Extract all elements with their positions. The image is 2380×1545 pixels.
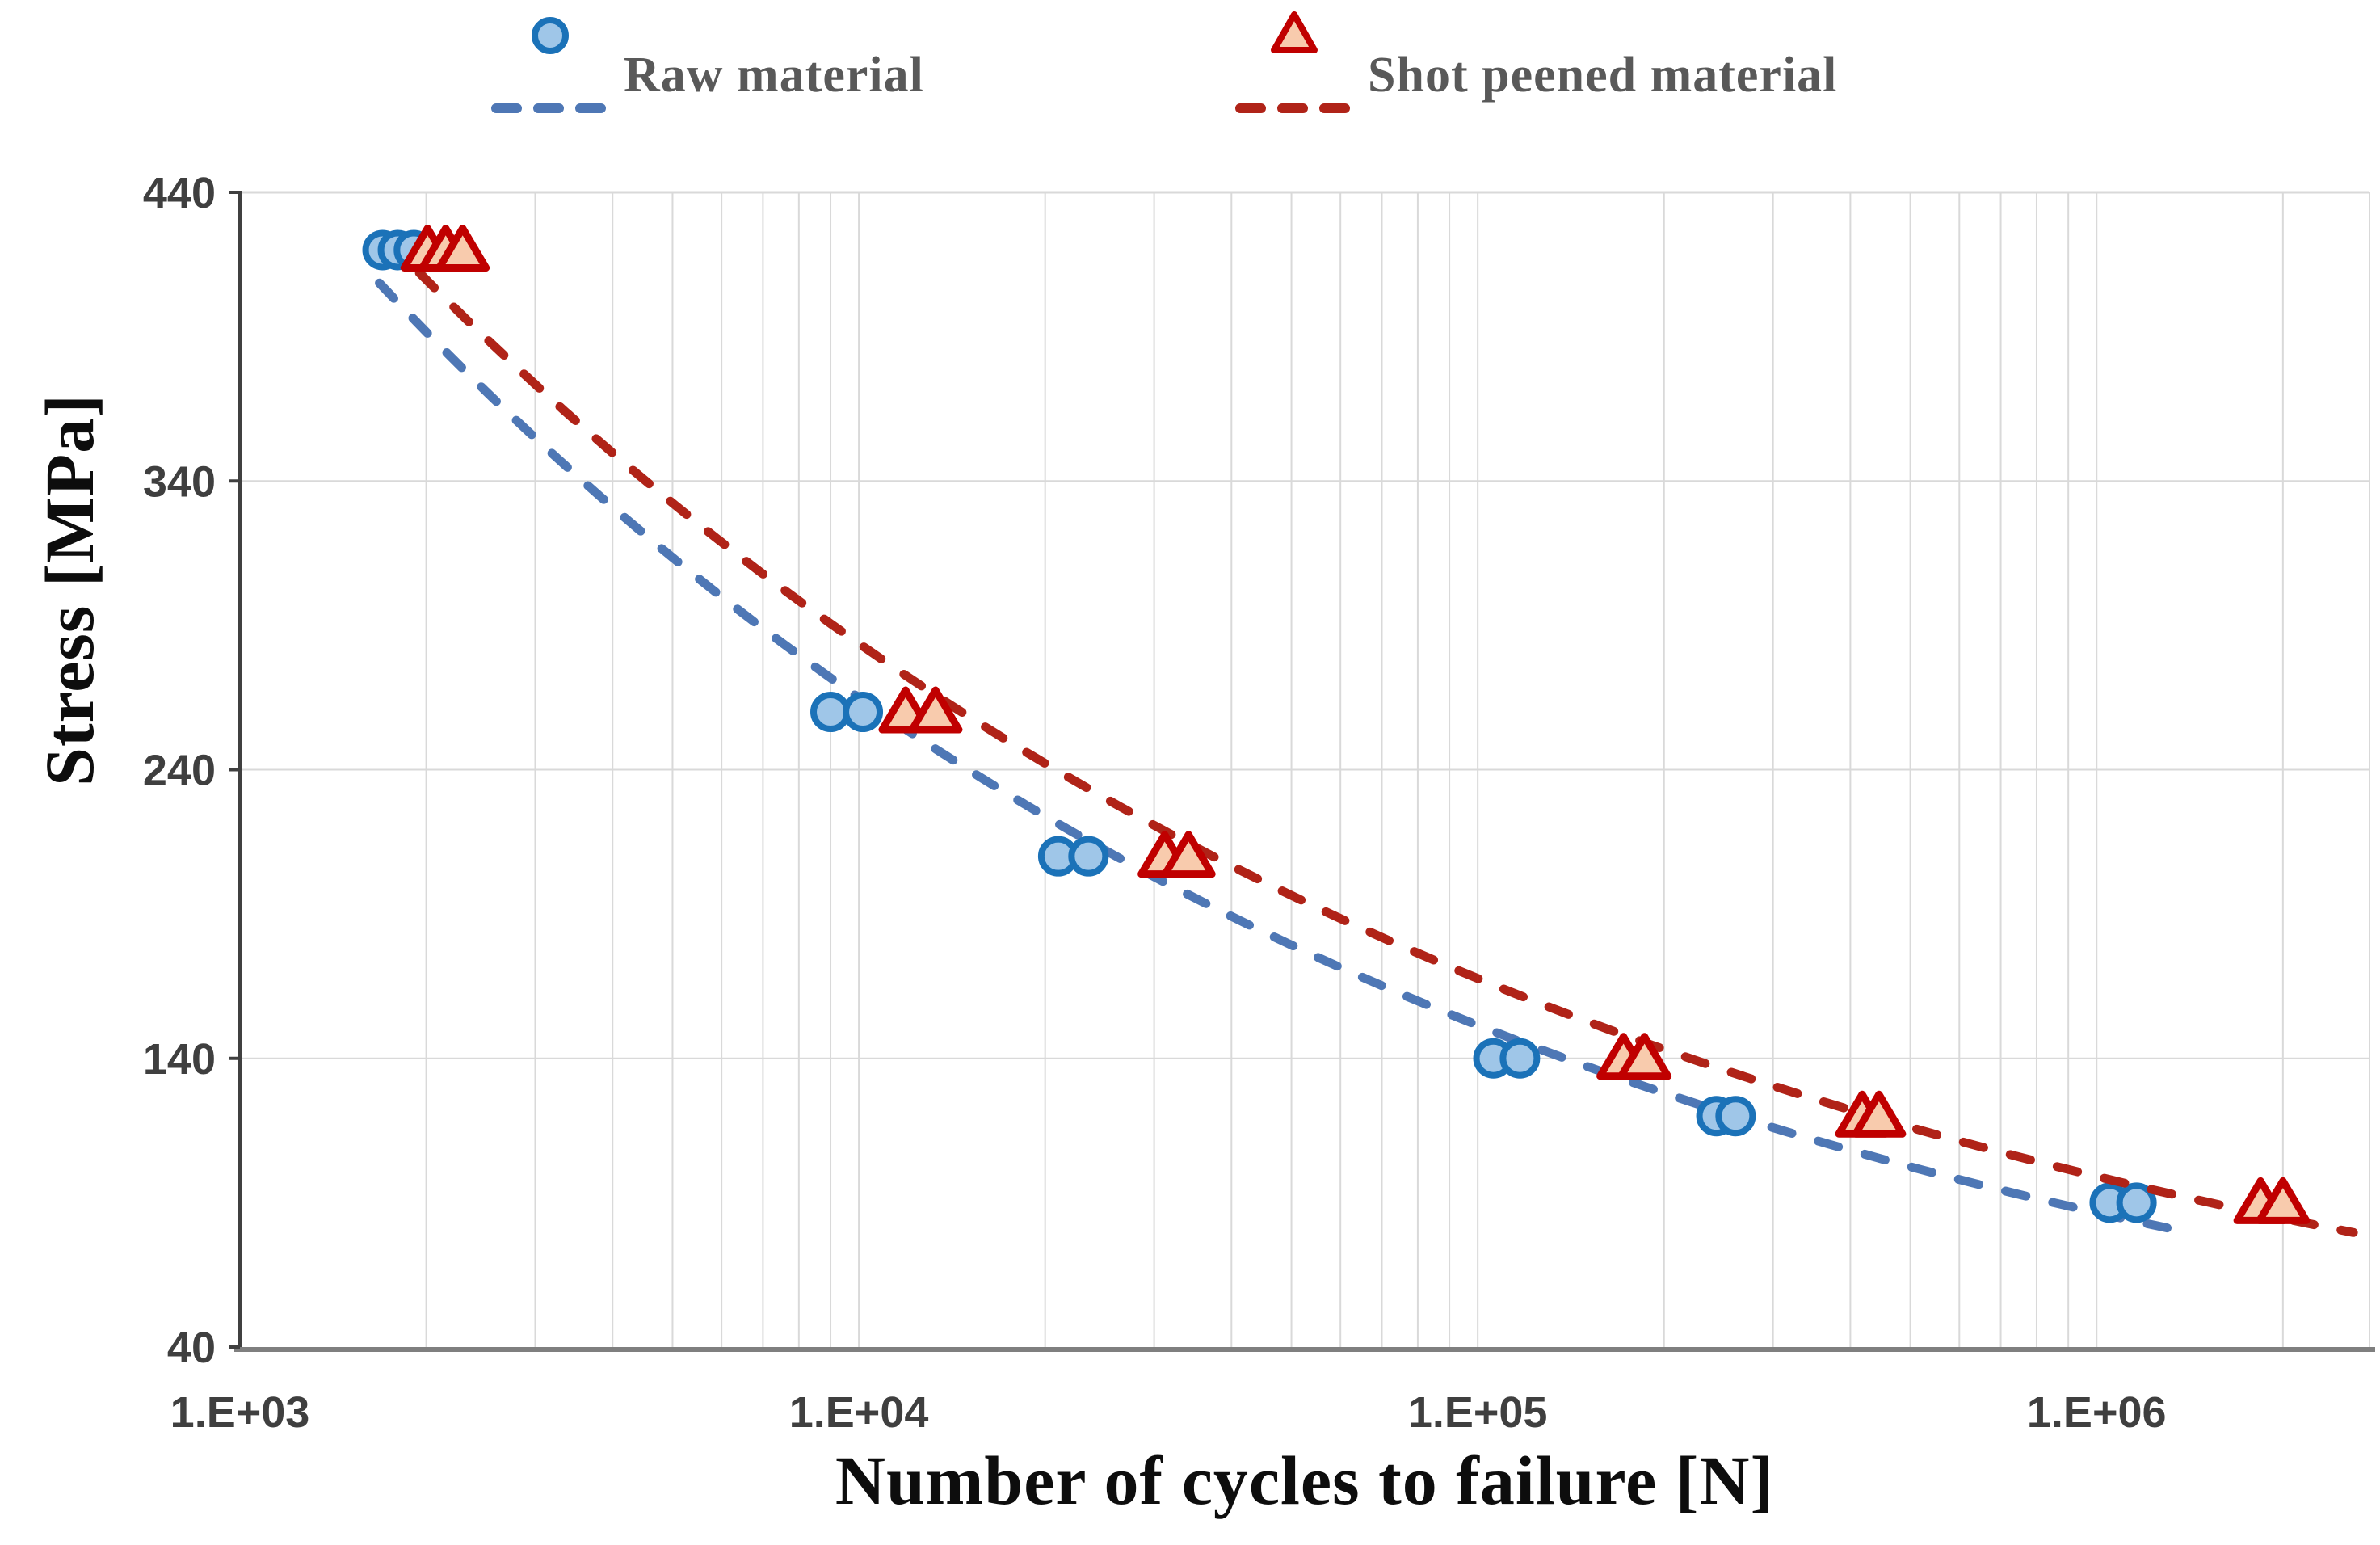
y-tick-label: 440 bbox=[143, 169, 216, 217]
raw-material-legend-marker-icon bbox=[491, 17, 611, 113]
x-tick-label: 1.E+03 bbox=[170, 1388, 310, 1437]
data-point-shot-peened-material bbox=[908, 686, 963, 734]
y-tick-label: 240 bbox=[143, 747, 216, 795]
legend-item-raw-material: Raw material bbox=[490, 3, 924, 124]
x-axis-title: Number of cycles to failure [N] bbox=[835, 1442, 1775, 1519]
trendline-raw-material bbox=[375, 278, 2172, 1233]
data-point-raw-material bbox=[1068, 836, 1109, 877]
legend-label-shot-peened-material: Shot peened material bbox=[1368, 48, 1838, 103]
data-point-shot-peened-material bbox=[1852, 1090, 1907, 1138]
y-tick-label: 40 bbox=[167, 1324, 216, 1372]
data-point-shot-peened-material bbox=[2256, 1177, 2311, 1224]
trendline-shot-peened-material bbox=[414, 268, 2358, 1237]
legend-label-raw-material: Raw material bbox=[624, 48, 924, 103]
shot-peened-material-legend-marker-icon bbox=[1235, 11, 1355, 113]
data-point-raw-material bbox=[1499, 1038, 1541, 1079]
data-point-shot-peened-material bbox=[435, 224, 490, 272]
y-tick-label: 340 bbox=[143, 457, 216, 506]
data-point-raw-material bbox=[810, 692, 852, 733]
data-point-raw-material bbox=[843, 692, 884, 733]
legend-marker-shot-peened-material bbox=[1271, 11, 1318, 53]
data-point-raw-material bbox=[2116, 1182, 2157, 1223]
legend-item-shot-peened-material: Shot peened material bbox=[1234, 3, 1837, 124]
y-axis-title: Stress [MPa] bbox=[31, 394, 108, 786]
data-point-raw-material bbox=[1715, 1096, 1756, 1137]
x-tick-label: 1.E+05 bbox=[1408, 1388, 1548, 1437]
data-point-shot-peened-material bbox=[1617, 1033, 1672, 1080]
x-tick-label: 1.E+04 bbox=[789, 1388, 929, 1437]
data-point-shot-peened-material bbox=[1161, 831, 1216, 878]
legend-marker-raw-material bbox=[532, 17, 569, 54]
y-tick-label: 140 bbox=[143, 1035, 216, 1084]
x-tick-label: 1.E+06 bbox=[2027, 1388, 2167, 1437]
